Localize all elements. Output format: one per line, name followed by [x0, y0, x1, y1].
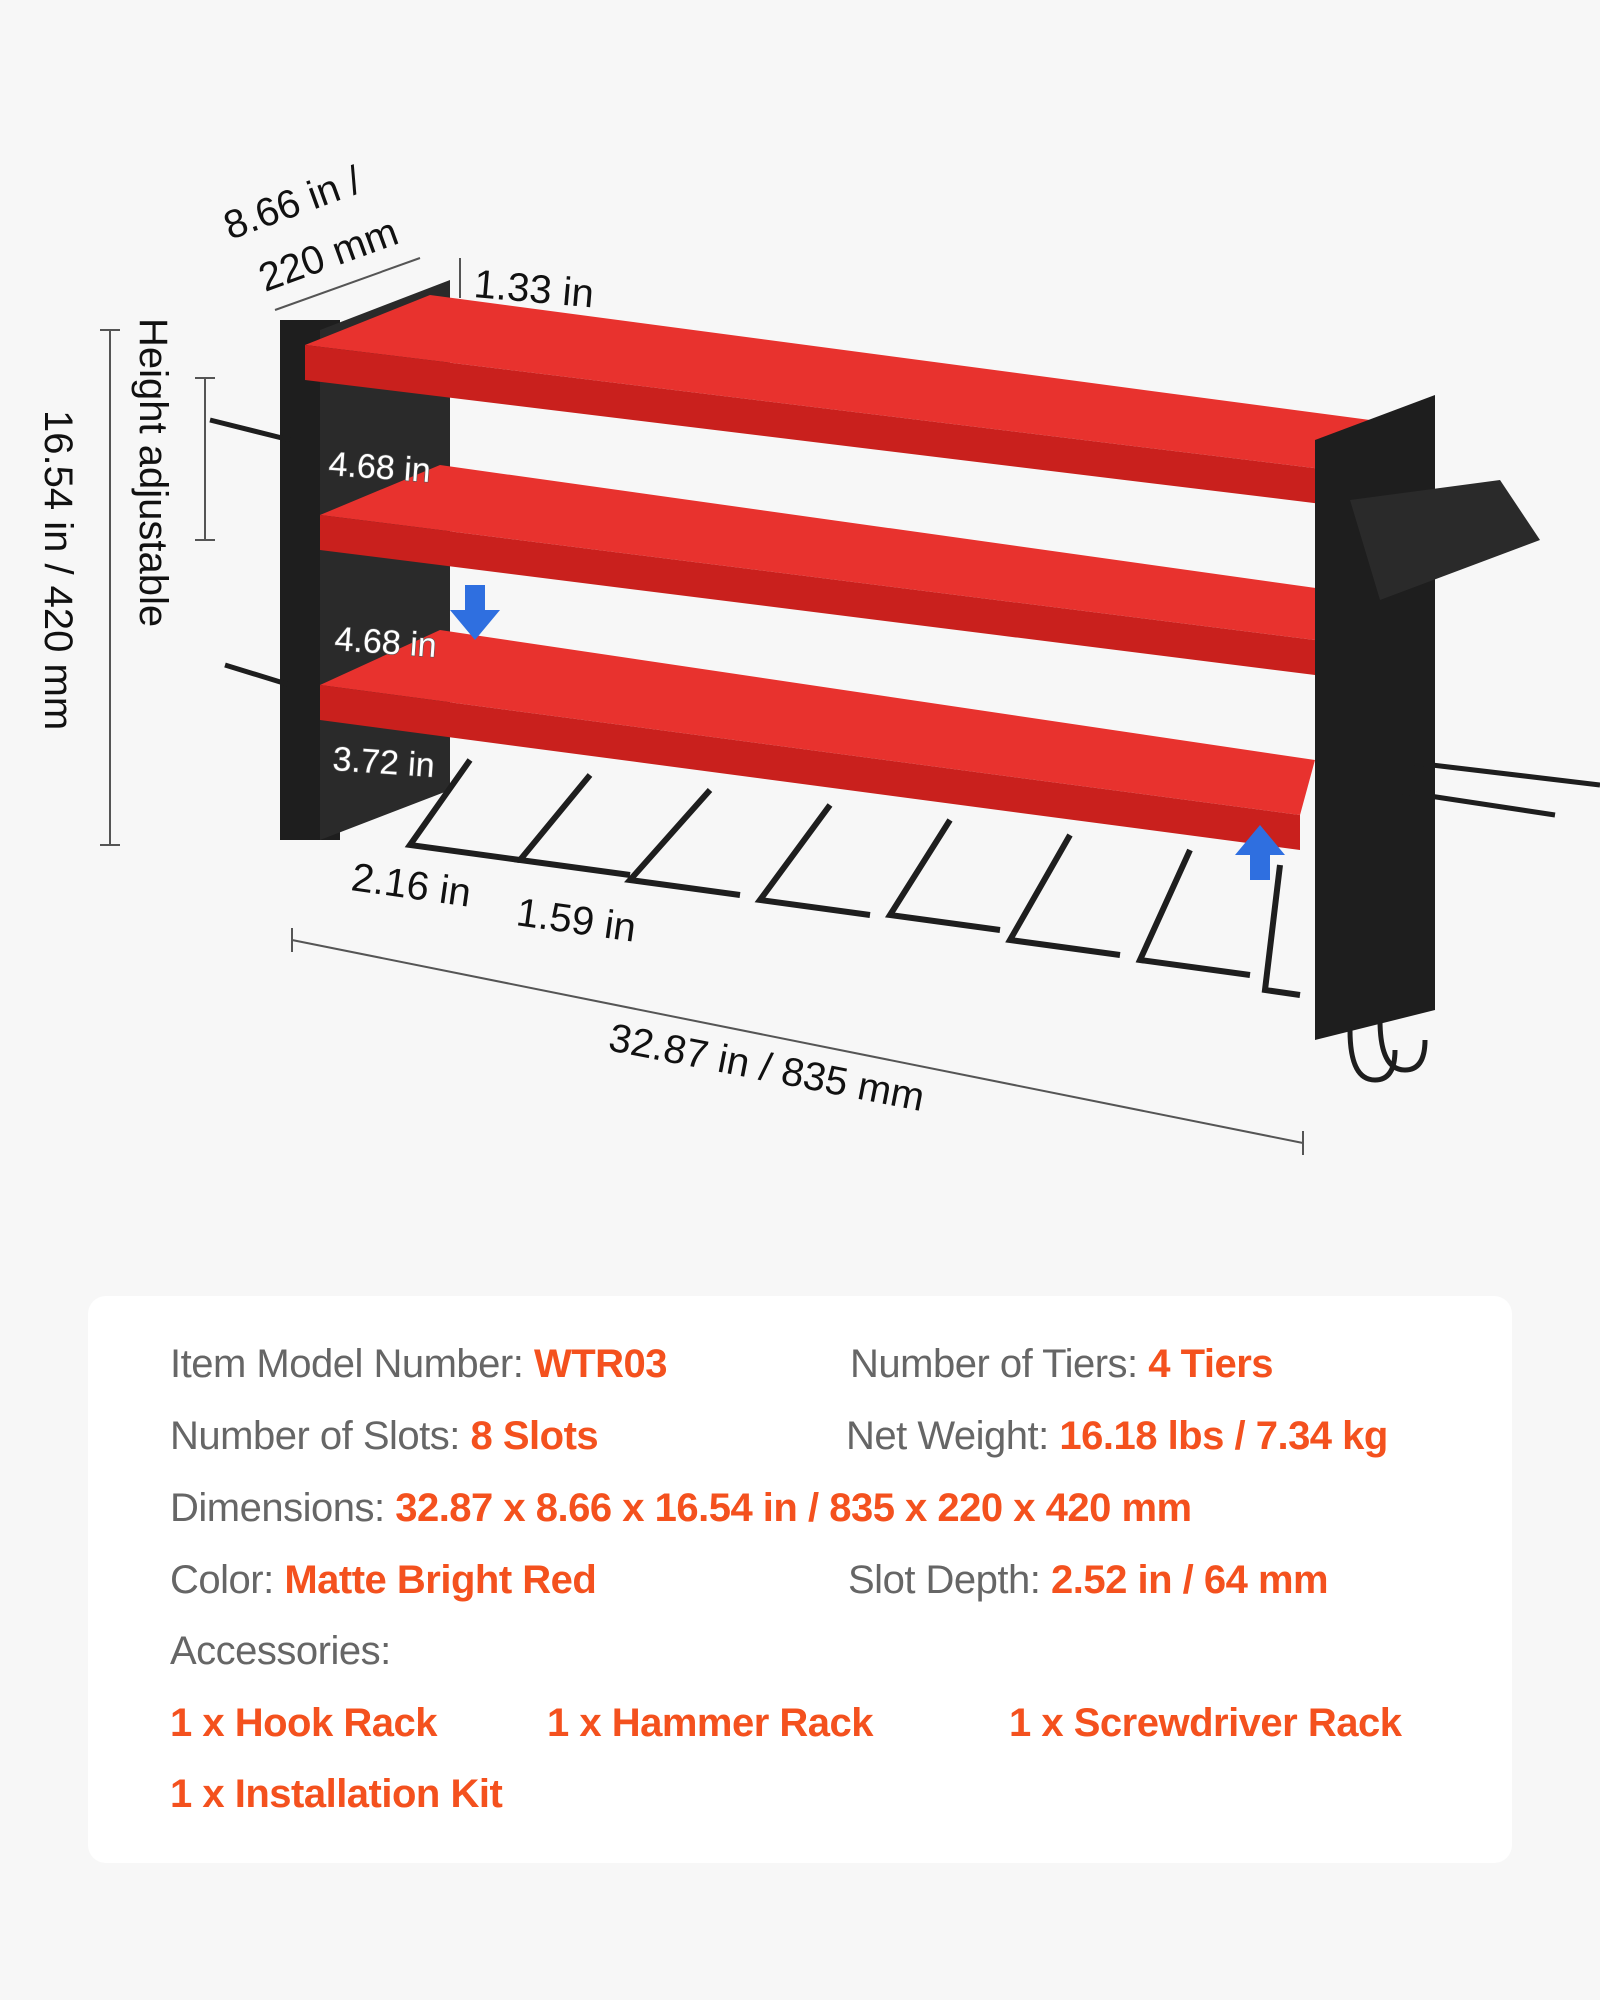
spec-slots: Number of Slots: 8 Slots — [170, 1412, 599, 1460]
spec-value: Matte Bright Red — [284, 1558, 597, 1602]
spec-label: Number of Tiers: — [850, 1342, 1149, 1386]
width-dimension-line — [100, 257, 1304, 1155]
spec-label: Number of Slots: — [170, 1414, 471, 1458]
spec-tiers: Number of Tiers: 4 Tiers — [850, 1340, 1274, 1388]
spec-dimensions: Dimensions: 32.87 x 8.66 x 16.54 in / 83… — [170, 1484, 1192, 1532]
spec-value: WTR03 — [533, 1342, 668, 1386]
shelf-1 — [305, 295, 1370, 505]
width-label: 32.87 in / 835 mm — [605, 1016, 928, 1120]
screwdriver-rack — [1350, 480, 1540, 600]
slot-gap-label: 1.59 in — [514, 890, 639, 950]
shelf-3 — [320, 630, 1315, 850]
height-adjustable-label: Height adjustable — [131, 318, 175, 627]
spec-label: Item Model Number: — [170, 1342, 534, 1386]
top-lip-label: 1.33 in — [472, 262, 595, 316]
tier-gap-1-label: 4.68 in — [327, 445, 431, 490]
spec-label: Net Weight: — [846, 1414, 1060, 1458]
spec-weight: Net Weight: 16.18 lbs / 7.34 kg — [846, 1412, 1388, 1460]
spec-value: 8 Slots — [470, 1414, 599, 1458]
accessories-label: Accessories: — [170, 1629, 391, 1673]
spec-label: Slot Depth: — [848, 1558, 1052, 1602]
arrow-up-icon — [1235, 825, 1285, 880]
arrow-down-icon — [450, 585, 500, 640]
accessory-item: 1 x Installation Kit — [170, 1772, 503, 1816]
tool-slots — [404, 758, 1301, 998]
shelf-2 — [320, 465, 1330, 675]
product-illustration: 8.66 in / 220 mm 1.33 in Height adjustab… — [36, 158, 1600, 1155]
hook-rack — [209, 417, 1600, 1083]
spec-value: 2.52 in / 64 mm — [1051, 1558, 1329, 1602]
slot-width-label: 2.16 in — [349, 855, 474, 915]
spec-color: Color: Matte Bright Red — [170, 1556, 597, 1604]
accessory-item: 1 x Hook Rack — [170, 1701, 437, 1745]
height-label: 16.54 in / 420 mm — [36, 410, 80, 730]
accessory-item: 1 x Hammer Rack — [547, 1701, 874, 1745]
tier-gap-3-label: 3.72 in — [331, 740, 435, 785]
tier-gap-2-label: 4.68 in — [333, 620, 437, 665]
spec-value: 16.18 lbs / 7.34 kg — [1059, 1414, 1388, 1458]
spec-value: 32.87 x 8.66 x 16.54 in / 835 x 220 x 42… — [395, 1486, 1192, 1530]
spec-model: Item Model Number: WTR03 — [170, 1340, 668, 1388]
spec-slot-depth: Slot Depth: 2.52 in / 64 mm — [848, 1556, 1329, 1604]
spec-label: Dimensions: — [170, 1486, 396, 1530]
spec-label: Color: — [170, 1558, 285, 1602]
accessory-item: 1 x Screwdriver Rack — [1009, 1701, 1402, 1745]
spec-panel — [88, 1296, 1512, 1863]
spec-value: 4 Tiers — [1148, 1342, 1274, 1386]
